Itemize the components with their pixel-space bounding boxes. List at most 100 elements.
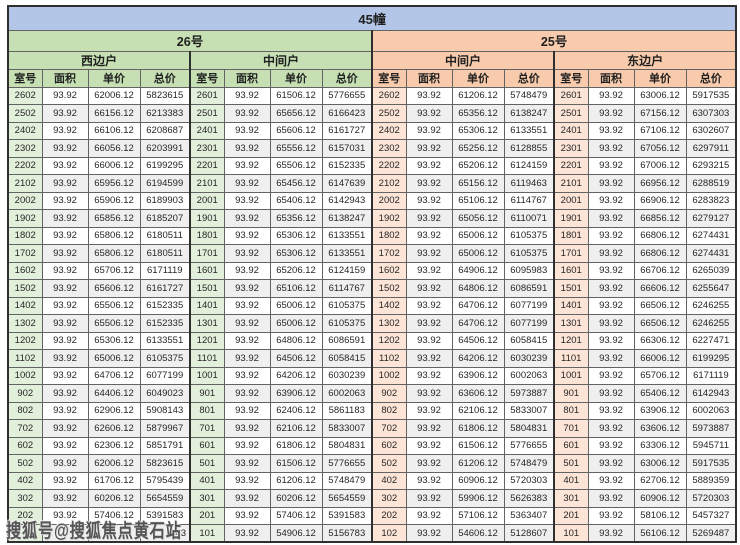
room-cell: 1101 <box>189 349 225 368</box>
table-row: 602 93.92 62306.12 5851791 601 93.92 61806.12 5… <box>7 436 737 455</box>
area-cell: 93.92 <box>223 349 271 368</box>
unit-price-cell: 64206.12 <box>269 366 323 385</box>
total-price-cell: 6283823 <box>685 191 737 210</box>
room-cell: 2601 <box>189 86 225 105</box>
total-price-cell: 6302607 <box>685 121 737 140</box>
room-cell: 801 <box>189 401 225 420</box>
total-price-cell: 5973887 <box>685 419 737 438</box>
total-price-cell: 5156783 <box>321 524 373 543</box>
area-cell: 93.92 <box>223 156 271 175</box>
room-cell: 2201 <box>553 156 589 175</box>
page-title: 45幢 <box>7 5 737 31</box>
unit-price-cell: 54606.12 <box>451 524 505 543</box>
total-price-cell: 5879967 <box>139 419 191 438</box>
unit-price-cell: 61206.12 <box>269 471 323 490</box>
area-cell: 93.92 <box>223 279 271 298</box>
room-cell: 101 <box>553 524 589 543</box>
area-cell: 93.92 <box>587 331 635 350</box>
total-price-cell: 6147639 <box>321 174 373 193</box>
total-price-cell: 6124159 <box>321 261 373 280</box>
room-cell: 2502 <box>371 104 407 123</box>
col-header-room: 室号 <box>189 68 225 88</box>
total-price-cell: 6110071 <box>503 209 555 228</box>
area-cell: 93.92 <box>41 226 89 245</box>
total-price-cell: 5823615 <box>139 86 191 105</box>
total-price-cell: 6208687 <box>139 121 191 140</box>
total-price-cell: 6293215 <box>685 156 737 175</box>
room-cell: 2401 <box>553 121 589 140</box>
area-cell: 93.92 <box>587 454 635 473</box>
total-price-cell: 5833007 <box>503 401 555 420</box>
area-cell: 93.92 <box>223 209 271 228</box>
room-cell <box>7 524 43 543</box>
total-price-cell: 5776655 <box>503 436 555 455</box>
room-cell: 402 <box>7 471 43 490</box>
area-cell: 93.92 <box>587 261 635 280</box>
unit-price-cell: 63006.12 <box>633 86 687 105</box>
col-header-unit-price: 单价 <box>269 68 323 88</box>
total-price-cell: 6255647 <box>685 279 737 298</box>
building-25-header: 25号 <box>370 29 737 52</box>
area-cell: 93.92 <box>223 104 271 123</box>
col-header-area: 面积 <box>223 68 271 88</box>
total-price-cell: 6030239 <box>503 349 555 368</box>
unit-price-cell: 64506.12 <box>451 331 505 350</box>
area-cell: 93.92 <box>405 349 453 368</box>
area-cell: 93.92 <box>587 436 635 455</box>
total-price-cell: 6105375 <box>503 244 555 263</box>
total-price-cell: 5804831 <box>321 436 373 455</box>
room-cell: 2301 <box>553 139 589 158</box>
room-cell: 1901 <box>553 209 589 228</box>
unit-price-cell: 65606.12 <box>269 121 323 140</box>
unit-price-cell: 65456.12 <box>269 174 323 193</box>
unit-price-cell: 66506.12 <box>633 296 687 315</box>
total-price-cell: 5626383 <box>503 489 555 508</box>
total-price-cell: 5776655 <box>321 454 373 473</box>
area-cell: 93.92 <box>587 384 635 403</box>
area-cell: 93.92 <box>405 331 453 350</box>
total-price-cell: 6274431 <box>685 226 737 245</box>
area-cell: 93.92 <box>41 244 89 263</box>
total-price-cell: 6105375 <box>321 296 373 315</box>
total-price-cell: 6077199 <box>503 314 555 333</box>
total-price-cell: 6199295 <box>139 156 191 175</box>
unit-price-cell: 64806.12 <box>451 279 505 298</box>
total-price-cell: 6203991 <box>139 139 191 158</box>
room-cell: 2302 <box>371 139 407 158</box>
area-cell: 93.92 <box>223 331 271 350</box>
area-cell: 93.92 <box>223 174 271 193</box>
total-price-cell: 6161727 <box>321 121 373 140</box>
unit-price-cell: 65806.12 <box>87 226 141 245</box>
total-price-cell: 6105375 <box>503 226 555 245</box>
unit-price-cell: 67106.12 <box>633 121 687 140</box>
room-cell: 1401 <box>553 296 589 315</box>
area-cell: 93.92 <box>223 419 271 438</box>
area-cell: 93.92 <box>223 524 271 543</box>
col-header-area: 面积 <box>41 68 89 88</box>
room-cell: 2402 <box>371 121 407 140</box>
area-cell: 93.92 <box>587 279 635 298</box>
area-cell: 93.92 <box>41 279 89 298</box>
area-cell: 93.92 <box>41 506 89 525</box>
unit-price-cell: 65306.12 <box>269 244 323 263</box>
unit-type-middle-25: 中间户 <box>371 50 555 70</box>
unit-price-cell: 62306.12 <box>87 436 141 455</box>
total-price-cell: 6138247 <box>503 104 555 123</box>
total-price-cell: 6171119 <box>139 261 191 280</box>
table-row: 1202 93.92 65306.12 6133551 1201 93.92 64806.1… <box>7 331 737 350</box>
total-price-cell: 6142943 <box>321 191 373 210</box>
total-price-cell: 6086591 <box>321 331 373 350</box>
col-header-room: 室号 <box>553 68 589 88</box>
area-cell: 93.92 <box>405 104 453 123</box>
total-price-cell: 5363407 <box>503 506 555 525</box>
unit-type-east-25: 东边户 <box>552 50 737 70</box>
total-price-cell: 5269487 <box>685 524 737 543</box>
total-price-cell: 6077199 <box>139 366 191 385</box>
col-header-unit-price: 单价 <box>87 68 141 88</box>
unit-price-cell: 65306.12 <box>269 226 323 245</box>
total-price-cell: 5748479 <box>321 471 373 490</box>
room-cell: 2302 <box>7 139 43 158</box>
table-row: 1302 93.92 65506.12 6152335 1301 93.92 65006.1… <box>7 314 737 333</box>
room-cell: 2601 <box>553 86 589 105</box>
unit-price-cell: 60206.12 <box>269 489 323 508</box>
